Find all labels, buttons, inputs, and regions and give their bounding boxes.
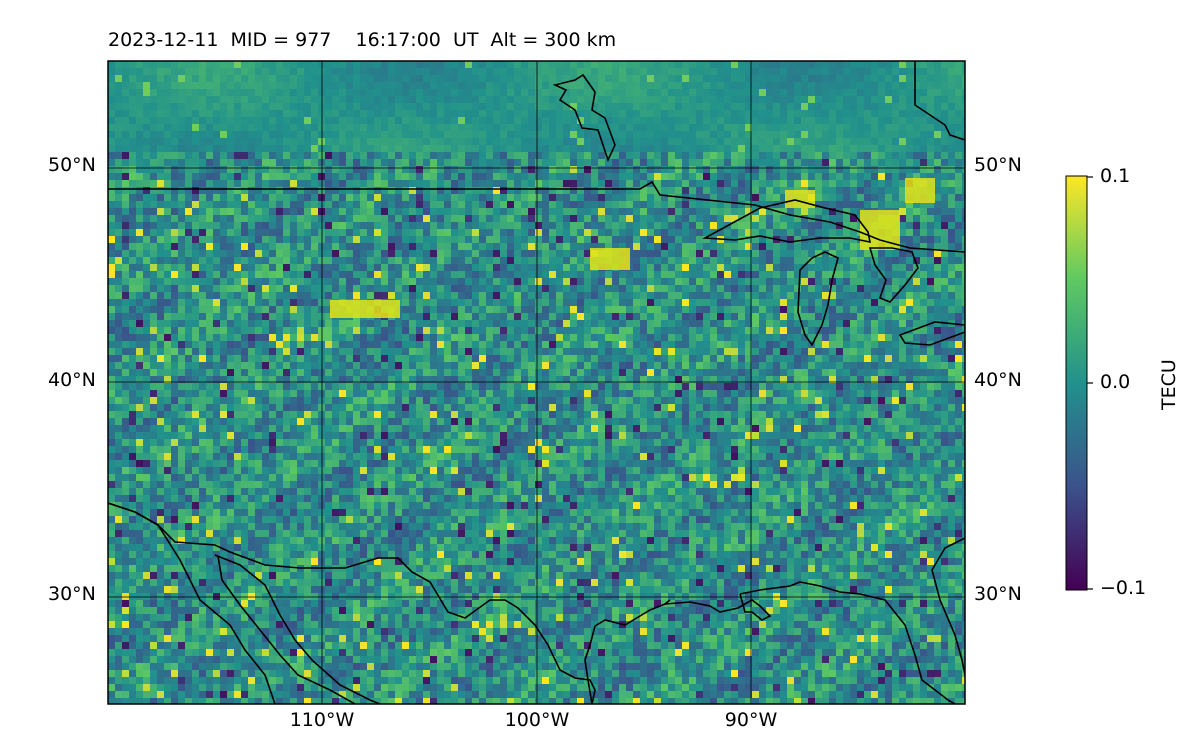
lat-label-50n-left: 50°N (48, 154, 96, 176)
lon-label-100w: 100°W (504, 709, 570, 731)
tec-heatmap (108, 61, 965, 704)
lat-label-30n-right: 30°N (974, 583, 1022, 605)
florida-coast (931, 537, 965, 676)
plot-title: 2023-12-11 MID = 977 16:17:00 UT Alt = 3… (108, 29, 617, 51)
gulf-of-california (217, 555, 356, 704)
colorbar-label: TECU (1158, 359, 1180, 410)
mexico-gulf-coast (594, 599, 671, 627)
rio-grande-border (108, 502, 596, 704)
colorbar-tick-label-low: −0.1 (1100, 577, 1147, 599)
mexico-pacific-coast (214, 554, 381, 704)
lat-label-40n-left: 40°N (48, 369, 96, 391)
lake-huron (868, 247, 919, 303)
colorbar-ticks (1087, 176, 1093, 590)
colorbar-tick-label-zero: 0.0 (1100, 371, 1131, 393)
colorbar-tick-label-high: 0.1 (1100, 165, 1131, 187)
lake-michigan (797, 251, 839, 347)
east-canada-coast (914, 61, 965, 141)
lake-erie-ontario (898, 321, 965, 346)
lon-label-90w: 90°W (724, 709, 778, 731)
colorbar (1065, 175, 1088, 591)
lat-label-50n-right: 50°N (974, 154, 1022, 176)
gulf-coast (739, 581, 956, 704)
lon-label-110w: 110°W (289, 709, 355, 731)
canada-us-border (108, 180, 965, 253)
coastlines (108, 61, 965, 704)
lat-label-40n-right: 40°N (974, 369, 1022, 391)
graticule (108, 61, 965, 704)
lat-label-30n-left: 30°N (48, 583, 96, 605)
hudson-bay-coast (552, 73, 616, 163)
map-frame (107, 60, 966, 705)
baja-peninsula (108, 502, 276, 704)
mexico-east-coast (584, 625, 596, 704)
lake-superior (702, 199, 872, 244)
